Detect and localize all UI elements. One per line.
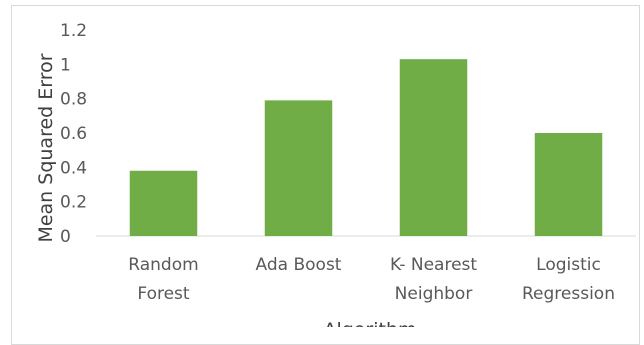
x-category-label-line: Regression bbox=[522, 284, 615, 304]
y-tick-label: 0.4 bbox=[60, 158, 87, 178]
y-tick-label: 0.8 bbox=[60, 90, 87, 110]
x-axis-labels: Random Forest Ada Boost K- Nearest Neighbor L… bbox=[128, 255, 615, 304]
x-category-label-line: Ada Boost bbox=[256, 255, 342, 275]
bar bbox=[399, 59, 468, 236]
x-axis-title: Algorithm bbox=[323, 319, 416, 327]
x-category-label-line: K- Nearest bbox=[390, 255, 477, 275]
x-category-label-line: Logistic bbox=[536, 255, 601, 275]
x-category-label: Ada Boost bbox=[256, 255, 342, 275]
y-axis-ticks: 0 0.2 0.4 0.6 0.8 1 1.2 bbox=[60, 21, 87, 247]
bar bbox=[534, 133, 603, 236]
x-category-label: Random Forest bbox=[128, 255, 198, 304]
y-tick-label: 1 bbox=[60, 55, 71, 75]
y-tick-label: 0 bbox=[60, 227, 71, 247]
x-category-label-line: Neighbor bbox=[395, 284, 473, 304]
y-tick-label: 1.2 bbox=[60, 21, 87, 41]
bar-chart: 0 0.2 0.4 0.6 0.8 1 1.2 Random Forest Ada Boost K… bbox=[35, 21, 636, 327]
x-category-label-line: Random bbox=[128, 255, 198, 275]
bar bbox=[264, 100, 333, 236]
y-tick-label: 0.6 bbox=[60, 124, 87, 144]
x-category-label-line: Forest bbox=[137, 284, 190, 304]
y-tick-label: 0.2 bbox=[60, 193, 87, 213]
y-axis-title: Mean Squared Error bbox=[35, 53, 57, 242]
x-category-label: Logistic Regression bbox=[522, 255, 615, 304]
x-category-label: K- Nearest Neighbor bbox=[390, 255, 477, 304]
bar bbox=[129, 170, 198, 236]
bars bbox=[129, 59, 603, 236]
